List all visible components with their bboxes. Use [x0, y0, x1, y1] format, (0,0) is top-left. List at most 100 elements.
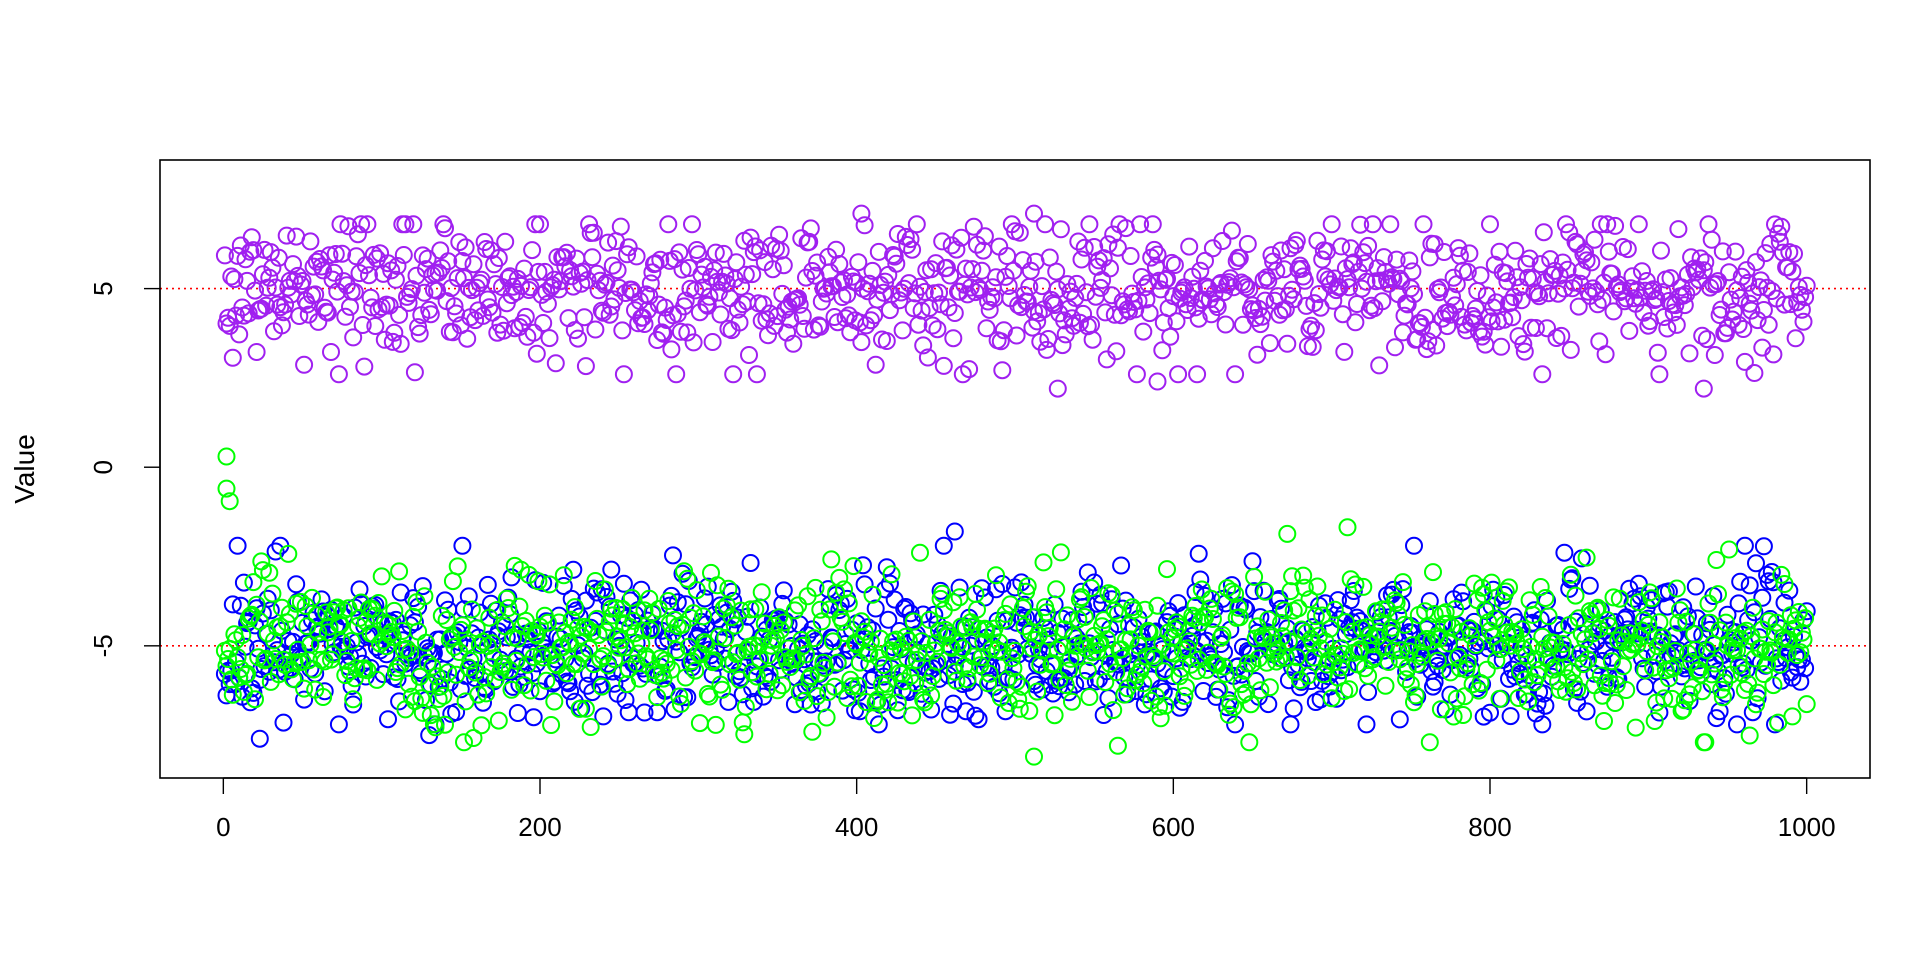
data-point	[979, 674, 998, 693]
data-point	[450, 233, 469, 252]
data-point	[1132, 268, 1151, 286]
data-point	[1743, 598, 1762, 617]
data-point	[458, 329, 477, 348]
data-point	[671, 322, 690, 341]
data-point	[740, 346, 758, 364]
data-point	[877, 332, 896, 350]
data-point	[257, 649, 276, 668]
data-point	[1368, 603, 1387, 622]
data-point	[1747, 554, 1765, 573]
data-point	[1761, 641, 1780, 660]
x-tick-label: 400	[835, 812, 878, 842]
data-point	[1520, 249, 1539, 268]
data-point	[1058, 606, 1077, 625]
data-point	[561, 682, 580, 701]
data-point	[903, 240, 922, 259]
data-point	[594, 707, 613, 726]
data-point	[1359, 683, 1378, 701]
data-point	[1267, 652, 1286, 671]
data-point	[1629, 574, 1648, 593]
data-point	[980, 671, 999, 690]
data-point	[1215, 657, 1233, 676]
data-point	[266, 278, 285, 297]
y-tick-label: -5	[88, 634, 118, 657]
data-point	[1036, 215, 1055, 234]
data-point	[383, 332, 402, 351]
data-point	[793, 307, 812, 325]
data-point	[1300, 590, 1319, 609]
data-point	[1789, 603, 1808, 621]
data-point	[1639, 615, 1658, 634]
data-point	[912, 632, 931, 651]
data-point	[550, 613, 568, 632]
data-point	[418, 249, 437, 268]
data-point	[1222, 576, 1241, 595]
data-point	[1232, 675, 1251, 694]
data-point	[741, 554, 760, 572]
data-point	[527, 344, 546, 363]
data-point	[413, 703, 432, 722]
data-point	[1357, 715, 1376, 734]
data-point	[1598, 215, 1617, 234]
data-point	[884, 246, 903, 264]
data-point	[439, 252, 458, 271]
data-point	[436, 591, 454, 610]
data-point	[890, 291, 909, 310]
data-point	[1226, 715, 1245, 734]
data-point	[1712, 300, 1731, 319]
data-point	[1762, 563, 1781, 581]
data-point	[320, 246, 339, 265]
data-point	[546, 655, 565, 673]
data-point	[1256, 291, 1275, 310]
data-point	[1294, 566, 1313, 585]
data-point	[789, 596, 808, 615]
data-point	[944, 593, 963, 612]
data-point	[394, 246, 413, 264]
data-point	[991, 332, 1010, 351]
data-point	[409, 318, 428, 337]
data-point	[523, 241, 542, 260]
data-point	[708, 576, 727, 595]
data-point	[893, 664, 912, 683]
data-point	[1134, 322, 1153, 341]
data-point	[603, 256, 622, 275]
data-point	[1069, 232, 1088, 251]
data-point	[367, 670, 386, 689]
y-axis: -5 0 5	[88, 281, 161, 657]
data-point	[1156, 270, 1175, 289]
data-point	[540, 575, 559, 594]
data-point	[1713, 242, 1732, 261]
data-point	[1006, 641, 1024, 660]
data-point	[489, 711, 508, 730]
data-point	[293, 272, 312, 290]
x-axis: 0 200 400 600 800 1000	[216, 777, 1836, 842]
data-point	[654, 324, 673, 343]
data-point	[1577, 702, 1596, 721]
data-point	[1693, 326, 1712, 345]
data-point	[1165, 256, 1184, 274]
data-point	[386, 270, 405, 289]
data-point	[1653, 283, 1672, 302]
data-point	[1082, 579, 1100, 597]
data-point	[963, 260, 982, 279]
data-point	[599, 656, 618, 675]
data-point	[1359, 666, 1378, 685]
data-point	[500, 660, 519, 679]
data-point	[1381, 215, 1400, 234]
data-point	[882, 565, 901, 584]
data-point	[1512, 620, 1531, 639]
data-point	[610, 638, 629, 657]
data-point	[474, 632, 492, 651]
data-point	[1417, 340, 1436, 359]
data-point	[1080, 215, 1099, 234]
data-point	[415, 283, 434, 302]
data-point	[1739, 674, 1758, 693]
data-point	[1063, 692, 1081, 711]
data-point	[1112, 640, 1131, 659]
data-point	[429, 690, 448, 708]
data-point	[934, 536, 953, 555]
data-point	[255, 651, 274, 670]
data-point	[1134, 674, 1153, 693]
data-point	[1506, 241, 1525, 260]
data-point	[719, 579, 738, 598]
